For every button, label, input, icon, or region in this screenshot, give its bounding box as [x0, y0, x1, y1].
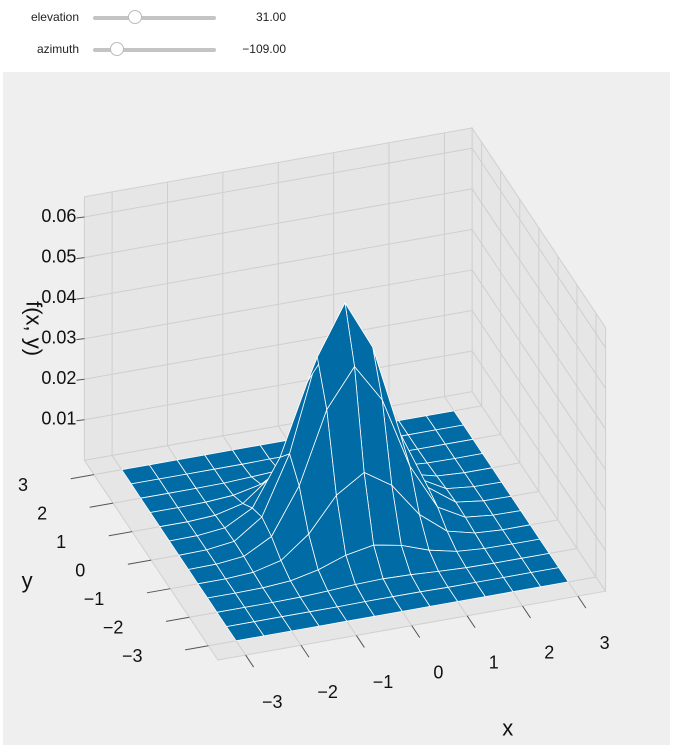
x-tick-label: 3 — [600, 633, 610, 653]
tick-mark — [411, 625, 421, 638]
z-tick-label: 0.06 — [41, 206, 76, 226]
z-tick-label: 0.05 — [41, 246, 76, 266]
tick-mark — [185, 645, 209, 651]
tick-mark — [76, 216, 85, 219]
y-tick-label: 0 — [75, 561, 85, 581]
y-tick-label: −2 — [103, 618, 124, 638]
slider-label: azimuth — [36, 42, 79, 56]
tick-mark — [245, 654, 255, 668]
tick-mark — [146, 588, 171, 594]
slider-value: −109.00 — [242, 42, 286, 56]
y-tick-label: −1 — [84, 589, 105, 609]
surface-patch — [226, 621, 265, 642]
y-axis-label: y — [22, 568, 33, 593]
grid-line — [84, 309, 473, 380]
tick-mark — [165, 616, 190, 622]
x-tick-label: −3 — [262, 692, 283, 712]
tick-mark — [355, 635, 365, 648]
x-tick-label: 0 — [433, 662, 443, 682]
grid-line — [471, 269, 606, 470]
slider-thumb[interactable] — [128, 10, 142, 24]
grid-line — [84, 269, 473, 340]
y-tick-label: 1 — [56, 532, 66, 552]
tick-mark — [300, 644, 310, 658]
tick-mark — [89, 502, 114, 508]
y-tick-label: −3 — [122, 646, 143, 666]
slider-thumb[interactable] — [110, 42, 124, 56]
z-tick-label: 0.03 — [41, 327, 76, 347]
tick-mark — [127, 559, 152, 565]
tick-mark — [522, 605, 531, 619]
x-tick-label: −2 — [317, 682, 338, 702]
x-tick-label: −1 — [373, 672, 394, 692]
slider-track[interactable] — [93, 48, 216, 52]
grid-line — [471, 188, 606, 389]
slider-track[interactable] — [93, 16, 216, 20]
z-tick-label: 0.04 — [41, 287, 76, 307]
tick-mark — [76, 419, 85, 422]
slider-label: elevation — [30, 10, 79, 24]
grid-line — [471, 310, 606, 511]
slider-value: 31.00 — [255, 10, 286, 24]
y-tick-label: 2 — [37, 504, 47, 524]
tick-mark — [76, 378, 85, 381]
x-tick-label: 2 — [544, 643, 554, 663]
tick-mark — [76, 338, 85, 341]
y-tick-label: 3 — [18, 475, 28, 495]
azimuth-control: azimuth −109.00 — [0, 38, 679, 62]
x-tick-label: 1 — [489, 652, 499, 672]
grid-line — [84, 188, 473, 259]
elevation-control: elevation 31.00 — [0, 6, 679, 30]
grid-line — [471, 229, 606, 430]
tick-mark — [108, 531, 133, 537]
z-tick-label: 0.01 — [41, 409, 76, 429]
tick-mark — [577, 595, 587, 609]
surface-patch — [316, 302, 355, 410]
tick-mark — [76, 297, 85, 300]
grid-line — [84, 228, 473, 299]
grid-line — [84, 350, 473, 421]
tick-mark — [70, 474, 95, 480]
tick-mark — [76, 257, 85, 260]
x-axis-label: x — [502, 715, 513, 740]
grid-line — [84, 147, 473, 218]
grid-line — [471, 350, 606, 551]
grid-line — [471, 148, 606, 349]
tick-mark — [466, 615, 476, 629]
z-tick-label: 0.02 — [41, 368, 76, 388]
z-axis-label: f(x, y) — [22, 301, 47, 356]
